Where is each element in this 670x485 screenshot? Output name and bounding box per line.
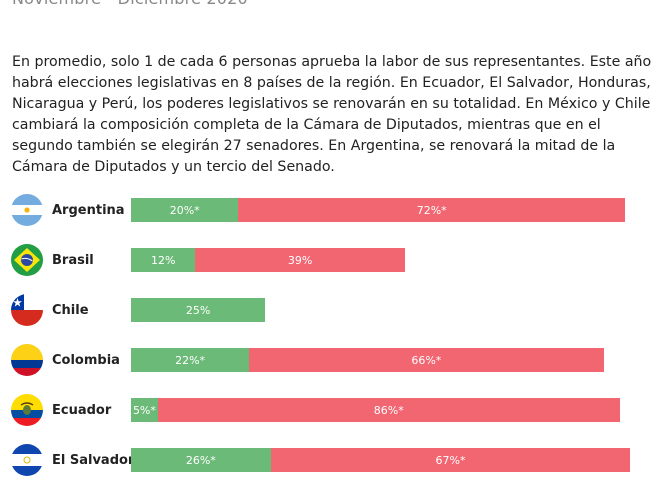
chart-row: Brasil 12% 39% bbox=[0, 235, 670, 285]
category-label: El Salvador bbox=[52, 453, 135, 468]
chart-row: Colombia 22%* 66%* bbox=[0, 335, 670, 385]
approve-bar: 25% bbox=[131, 298, 266, 322]
approve-bar: 12% bbox=[131, 248, 196, 272]
bar-value-label: 12% bbox=[150, 253, 176, 267]
chart-row: Chile 25% bbox=[0, 285, 670, 335]
approve-bar: 20%* bbox=[131, 198, 239, 222]
category-label: Argentina bbox=[52, 203, 125, 218]
category-label: Chile bbox=[52, 303, 89, 318]
category-label: Colombia bbox=[52, 353, 120, 368]
bar-value-label: 26%* bbox=[185, 453, 216, 467]
category-label: Brasil bbox=[52, 253, 94, 268]
approve-bar: 26%* bbox=[131, 448, 271, 472]
disapprove-bar: 39% bbox=[195, 248, 405, 272]
bar-value-label: 25% bbox=[185, 303, 211, 317]
category-label: Ecuador bbox=[52, 403, 112, 418]
argentina-flag bbox=[11, 194, 43, 226]
bar-value-label: 5%* bbox=[132, 403, 156, 417]
bar-value-label: 72%* bbox=[416, 203, 447, 217]
bar-value-label: 20%* bbox=[169, 203, 200, 217]
intro-paragraph: En promedio, solo 1 de cada 6 personas a… bbox=[12, 54, 652, 176]
bar-value-label: 86%* bbox=[373, 403, 404, 417]
ecuador-flag bbox=[11, 394, 43, 426]
bar-value-label: 67%* bbox=[435, 453, 466, 467]
disapprove-bar: 72%* bbox=[238, 198, 626, 222]
disapprove-bar: 67%* bbox=[270, 448, 631, 472]
disapprove-bar: 86%* bbox=[157, 398, 620, 422]
chart-row: El Salvador 26%* 67%* bbox=[0, 435, 670, 485]
bar-value-label: 22%* bbox=[175, 353, 206, 367]
chart-row: Ecuador 5%* 86%* bbox=[0, 385, 670, 435]
approve-bar: 22%* bbox=[131, 348, 250, 372]
chile-flag bbox=[11, 294, 43, 326]
bar-value-label: 66%* bbox=[411, 353, 442, 367]
colombia-flag bbox=[11, 344, 43, 376]
chart-row: Argentina 20%* 72%* bbox=[0, 185, 670, 235]
brasil-flag bbox=[11, 244, 43, 276]
bar-value-label: 39% bbox=[287, 253, 313, 267]
approve-bar: 5%* bbox=[131, 398, 158, 422]
disapprove-bar: 66%* bbox=[249, 348, 604, 372]
el-salvador-flag bbox=[11, 444, 43, 476]
page-subtitle: Noviembre - Diciembre 2020 bbox=[12, 0, 248, 8]
